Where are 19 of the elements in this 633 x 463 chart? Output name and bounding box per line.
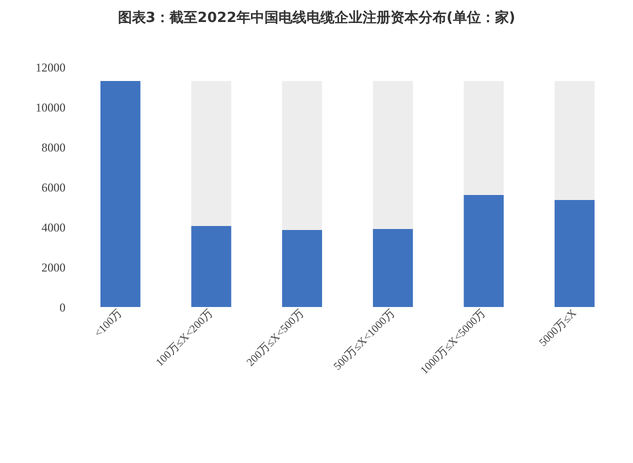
y-tick-label: 0 bbox=[60, 300, 66, 314]
bar bbox=[464, 81, 504, 195]
chart-title: 图表3：截至2022年中国电线电缆企业注册资本分布(单位：家) bbox=[118, 9, 516, 26]
y-tick-label: 4000 bbox=[42, 220, 66, 234]
bar bbox=[464, 195, 504, 307]
bar bbox=[282, 230, 322, 307]
y-tick-label: 10000 bbox=[36, 100, 66, 114]
bar bbox=[282, 81, 322, 230]
bar bbox=[191, 226, 232, 307]
bar bbox=[100, 81, 140, 307]
y-tick-label: 12000 bbox=[36, 60, 66, 74]
y-tick-label: 8000 bbox=[42, 140, 66, 154]
bar bbox=[191, 81, 232, 226]
bar bbox=[554, 81, 595, 200]
y-tick-label: 2000 bbox=[42, 260, 66, 274]
bar bbox=[554, 200, 595, 307]
bar bbox=[372, 229, 413, 307]
bar bbox=[372, 81, 413, 229]
y-tick-label: 6000 bbox=[42, 180, 66, 194]
